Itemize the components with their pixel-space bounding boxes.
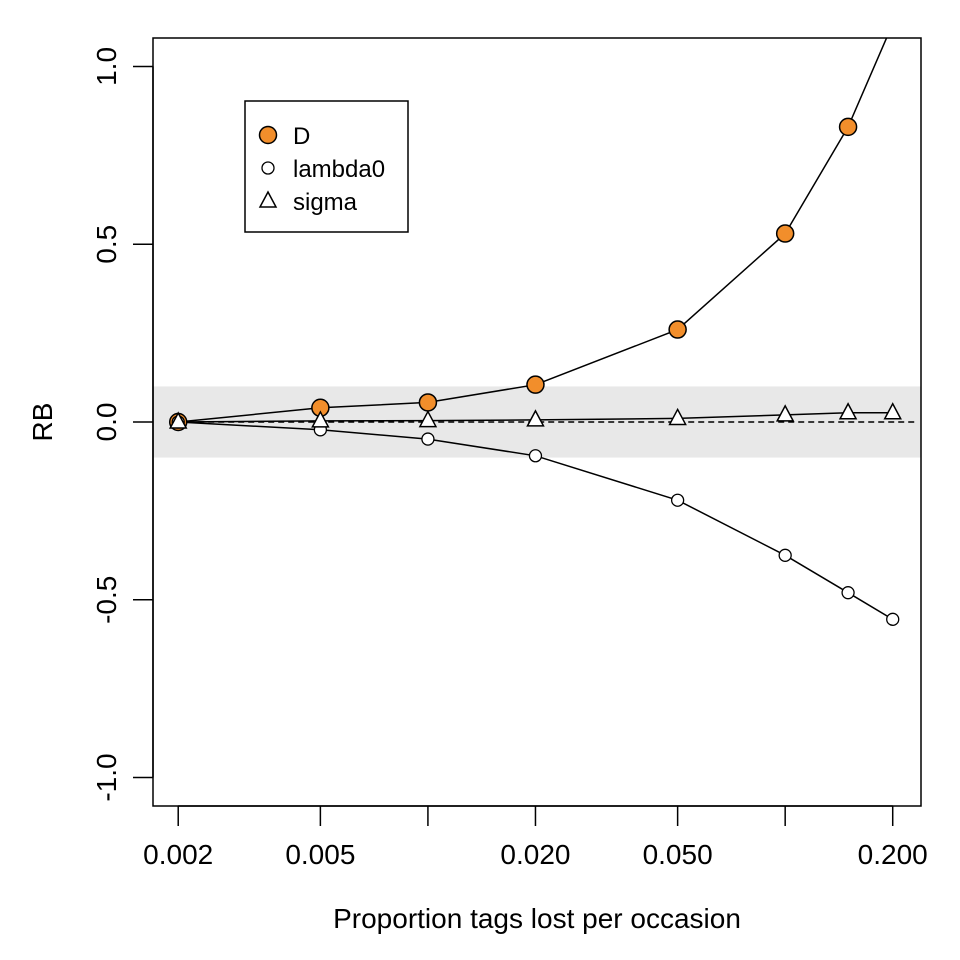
data-point-lambda0 <box>886 612 900 626</box>
legend-label-D: D <box>293 123 310 150</box>
x-axis: 0.002 0.005 0.020 0.050 0.200 <box>143 805 928 870</box>
data-point-D <box>418 393 438 412</box>
x-tick-label: 0.200 <box>858 839 928 870</box>
data-point-lambda0 <box>778 548 792 562</box>
series-line-D <box>178 38 888 423</box>
x-tick-label: 0.050 <box>643 839 713 870</box>
data-point-D <box>668 320 687 339</box>
data-point-lambda0 <box>528 449 543 463</box>
y-axis-label: RB <box>27 403 58 442</box>
data-point-sigma <box>883 402 902 420</box>
x-axis-label: Proportion tags lost per occasion <box>333 903 741 934</box>
data-point-D <box>775 224 795 243</box>
data-point-sigma <box>311 410 330 428</box>
data-point-sigma <box>838 402 858 420</box>
series-line-lambda0 <box>178 421 894 620</box>
line-layer <box>178 38 894 620</box>
legend-label-lambda0: lambda0 <box>293 156 385 183</box>
x-tick-label: 0.020 <box>500 839 570 870</box>
y-tick-label: 1.0 <box>91 47 122 86</box>
data-point-sigma <box>418 409 438 428</box>
x-tick-label: 0.002 <box>143 839 213 870</box>
data-point-lambda0 <box>421 432 435 446</box>
data-point-lambda0 <box>841 586 855 600</box>
series-line-sigma <box>178 412 893 423</box>
y-tick-label: 0.0 <box>91 403 122 442</box>
data-point-lambda0 <box>670 493 685 507</box>
data-point-sigma <box>526 409 545 427</box>
y-tick-label: -0.5 <box>91 576 122 624</box>
legend-marker-sigma <box>258 190 278 208</box>
legend-marker-D <box>258 125 278 145</box>
legend-marker-lambda0 <box>261 161 275 175</box>
y-tick-label: 0.5 <box>91 225 122 264</box>
data-point-D <box>526 375 545 394</box>
y-tick-label: -1.0 <box>91 753 122 801</box>
data-point-sigma <box>668 407 687 426</box>
marker-layer <box>168 117 902 626</box>
data-point-sigma <box>775 404 795 422</box>
y-axis: -1.0 -0.5 0.0 0.5 1.0 <box>91 47 154 802</box>
legend-label-sigma: sigma <box>293 189 358 216</box>
data-point-D <box>838 117 858 137</box>
x-tick-label: 0.005 <box>285 839 355 870</box>
data-point-sigma <box>168 411 188 429</box>
